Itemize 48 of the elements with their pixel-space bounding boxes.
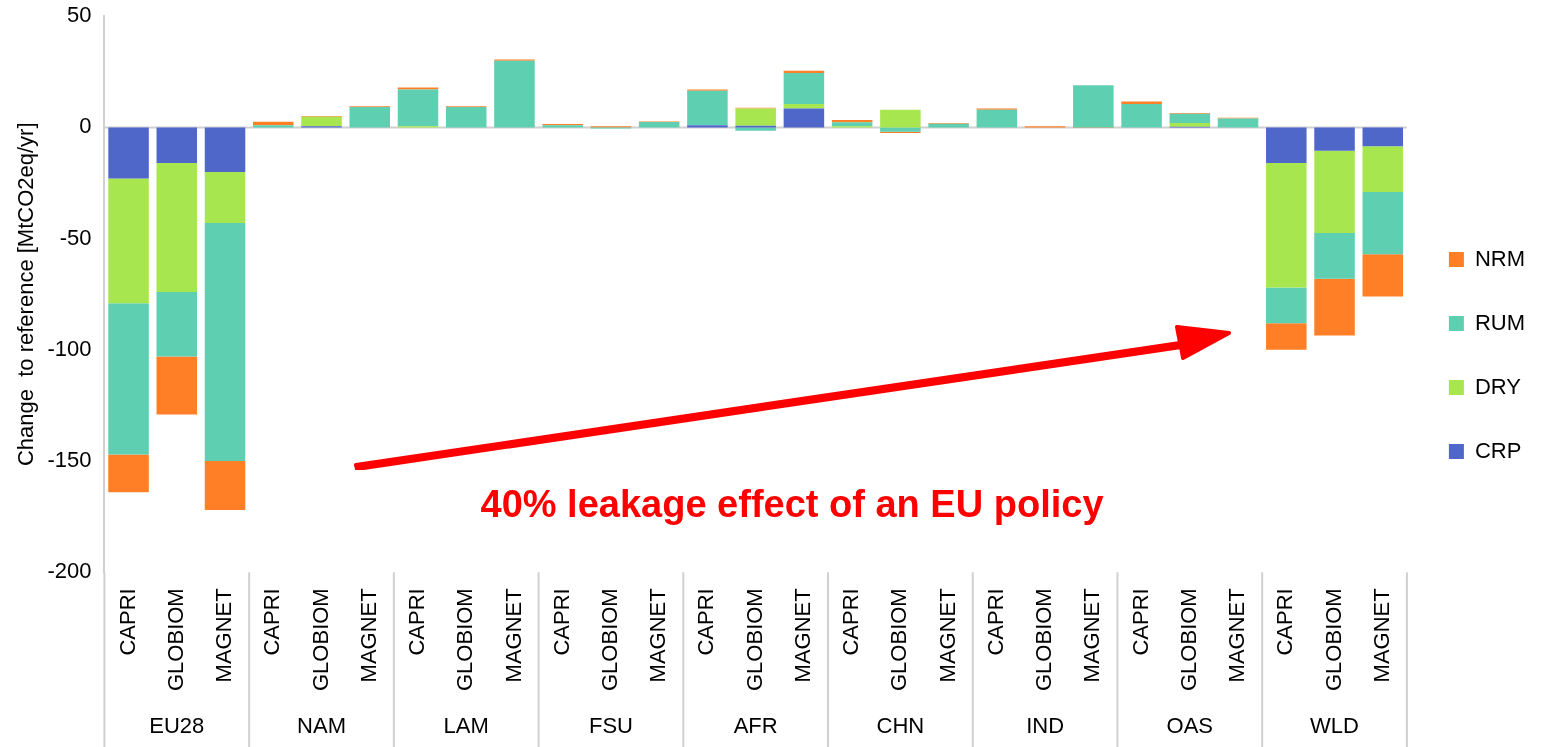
x-tick-label: GLOBIOM [886,588,912,691]
y-tick-label: -200 [47,558,92,584]
x-tick-label: MAGNET [645,588,671,683]
x-tick-label: MAGNET [211,588,237,683]
y-tick-label: -50 [59,224,92,250]
x-tick-label: MAGNET [1224,588,1250,683]
legend-label: NRM [1474,245,1526,271]
x-tick-label: CAPRI [1272,588,1298,656]
y-tick-label: -150 [47,447,92,473]
text: AFR [733,713,778,739]
x-tick-label: CAPRI [548,588,574,656]
x-tick-label: MAGNET [500,588,526,683]
x-tick-label: MAGNET [789,588,815,683]
y-tick-label: -100 [47,335,92,361]
x-tick-label: GLOBIOM [307,588,333,691]
x-tick-label: MAGNET [1368,588,1394,683]
x-tick-label: CAPRI [838,588,864,656]
legend-label: CRP [1474,437,1522,463]
text: LAM [443,713,489,739]
text: OAS [1166,713,1214,739]
text: EU28 [149,713,205,739]
text: NAM [297,713,346,739]
x-tick-label: MAGNET [1079,588,1105,683]
x-tick-label: CAPRI [404,588,430,656]
x-tick-label: GLOBIOM [741,588,767,691]
x-tick-label: CAPRI [259,588,285,656]
x-tick-label: CAPRI [1127,588,1153,656]
x-tick-label: GLOBIOM [597,588,623,691]
text: FSU [588,713,633,739]
legend-label: DRY [1474,373,1522,399]
y-axis-title: Change to reference [MtCO2eq/yr] [13,122,39,467]
x-tick-label: MAGNET [934,588,960,683]
text: WLD [1310,713,1359,739]
x-tick-label: GLOBIOM [1320,588,1346,691]
x-tick-label: CAPRI [693,588,719,656]
x-tick-label: GLOBIOM [162,588,188,691]
x-tick-label: GLOBIOM [1175,588,1201,691]
x-tick-label: GLOBIOM [1031,588,1057,691]
y-tick-label: 50 [66,2,92,28]
x-tick-label: GLOBIOM [452,588,478,691]
x-tick-label: CAPRI [114,588,140,656]
annotation: 40% leakage effect of an EU policy [480,483,1104,526]
x-tick-label: CAPRI [982,588,1008,656]
legend-label: RUM [1474,309,1526,335]
y-tick-label: 0 [79,113,92,139]
x-tick-label: MAGNET [355,588,381,683]
text: IND [1026,713,1065,739]
text: CHN [876,713,925,739]
